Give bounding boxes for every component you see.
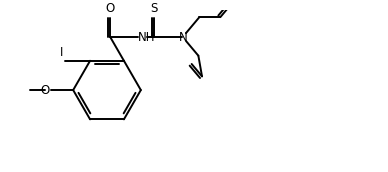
Text: O: O: [106, 2, 115, 15]
Text: I: I: [60, 46, 63, 59]
Text: NH: NH: [138, 31, 156, 44]
Text: S: S: [151, 2, 158, 15]
Text: O: O: [40, 84, 49, 96]
Text: N: N: [179, 31, 188, 44]
